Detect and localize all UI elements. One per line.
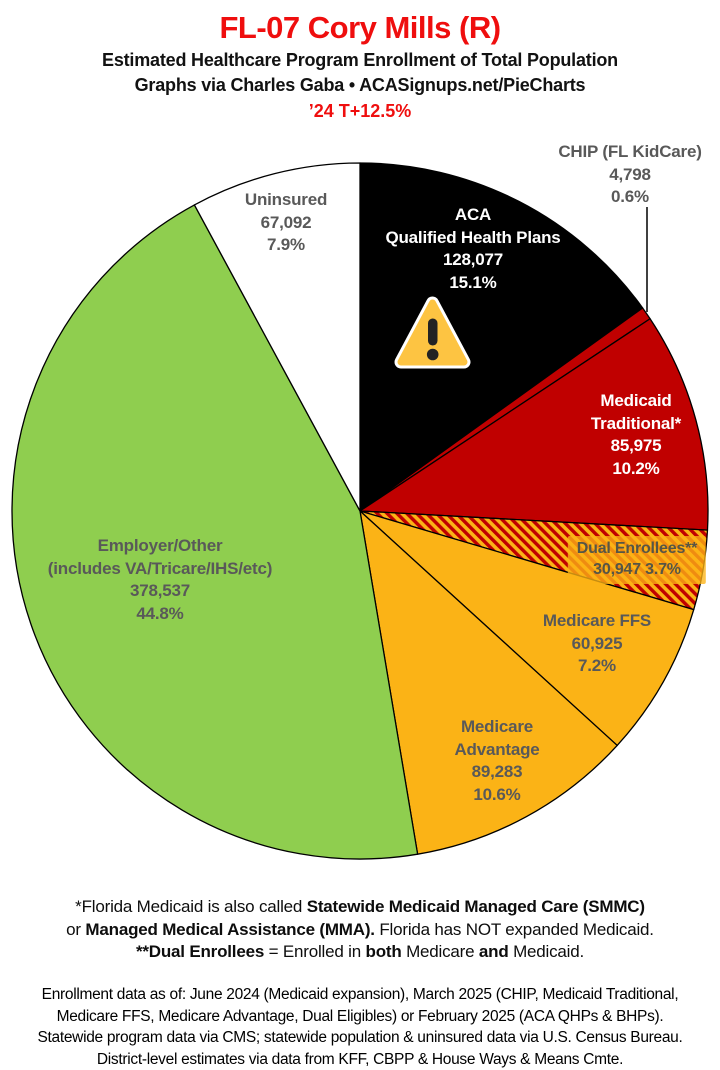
text-line: 4,798: [609, 164, 651, 184]
text-line: 30,947 3.7%: [593, 560, 681, 578]
text-line: Employer/Other: [97, 536, 223, 555]
text-line: 128,077: [442, 250, 504, 269]
label-medicare-advantage: Medicare Advantage 89,283 10.6%: [454, 716, 539, 806]
text-line: ACA: [454, 205, 492, 224]
text-segment: Managed Medical Assistance (MMA).: [85, 919, 375, 939]
footnotes: *Florida Medicaid is also called Statewi…: [0, 896, 720, 964]
text-line: 7.2%: [578, 656, 616, 675]
label-chip: CHIP (FL KidCare) 4,798 0.6%: [558, 141, 702, 209]
label-aca: ACA Qualified Health Plans 128,077 15.1%: [385, 204, 560, 294]
label-medicaid-traditional: Medicaid Traditional* 85,975 10.2%: [591, 390, 681, 480]
text-line: District-level estimates via data from K…: [96, 1050, 624, 1068]
text-line: CHIP (FL KidCare): [558, 142, 702, 161]
label-dual-enrollees: Dual Enrollees** 30,947 3.7%: [567, 536, 707, 584]
chart-subtitle: Estimated Healthcare Program Enrollment …: [102, 50, 618, 70]
text-line: Enrollment data as of: June 2024 (Medica…: [41, 986, 679, 1003]
text-line: Traditional*: [590, 413, 682, 433]
page-title: FL-07 Cory Mills (R): [219, 10, 501, 45]
source-note: Enrollment data as of: June 2024 (Medica…: [0, 984, 720, 1070]
label-employer-other: Employer/Other (includes VA/Tricare/IHS/e…: [47, 535, 273, 625]
text-segment: and: [478, 942, 509, 961]
label-uninsured: Uninsured 67,092 7.9%: [245, 189, 327, 257]
text-line: Dual Enrollees**: [576, 540, 698, 557]
footnote-line: **Dual Enrollees = Enrolled in both Medi…: [0, 941, 720, 964]
pie-slice-ffs: [359, 510, 695, 747]
text-line: Statewide program data via CMS; statewid…: [37, 1029, 683, 1046]
text-line: 378,537: [129, 581, 191, 600]
pie-slice-aca: [359, 162, 644, 512]
pie-slice-uninsured: [193, 162, 361, 512]
text-line: 60,925: [571, 633, 623, 653]
text-segment: Florida has NOT expanded Medicaid.: [374, 919, 654, 939]
text-line: 0.6%: [611, 187, 649, 206]
text-line: Uninsured: [244, 190, 328, 209]
text-line: Medicare FFS: [542, 611, 652, 630]
text-segment: Medicaid.: [508, 942, 585, 961]
text-line: (includes VA/Tricare/IHS/etc): [47, 558, 273, 578]
text-segment: or: [66, 919, 86, 939]
footnote-line: *Florida Medicaid is also called Statewi…: [0, 896, 720, 919]
text-line: 7.9%: [267, 235, 305, 254]
text-line: 15.1%: [449, 272, 497, 292]
text-line: Medicaid: [600, 391, 672, 410]
pie-slices: [11, 162, 709, 860]
text-segment: = Enrolled in: [264, 942, 366, 961]
text-line: 10.2%: [612, 458, 660, 478]
text-segment: both: [365, 942, 402, 961]
text-line: 67,092: [260, 212, 312, 232]
text-line: 85,975: [610, 436, 662, 455]
text-line: Medicare FFS, Medicare Advantage, Dual E…: [56, 1007, 664, 1025]
warning-icon: [394, 293, 471, 374]
text-line: 44.8%: [136, 603, 184, 623]
trend-annotation: ’24 T+12.5%: [308, 101, 412, 121]
pie-slice-employer: [11, 204, 419, 860]
text-segment: *Florida Medicaid is also called: [75, 897, 307, 916]
text-line: Qualified Health Plans: [385, 227, 561, 247]
pie-slice-medicaid: [359, 318, 709, 531]
text-line: 10.6%: [473, 784, 521, 804]
text-segment: Statewide Medicaid Managed Care (SMMC): [306, 897, 645, 916]
pie-slice-madv: [359, 510, 618, 855]
label-medicare-ffs: Medicare FFS 60,925 7.2%: [543, 610, 651, 678]
text-line: Advantage: [454, 739, 540, 759]
text-segment: **Dual Enrollees: [135, 942, 265, 961]
text-line: Medicare: [460, 717, 534, 736]
footnote-line: or Managed Medical Assistance (MMA). Flo…: [0, 919, 720, 942]
chart-attribution: Graphs via Charles Gaba • ACASignups.net…: [134, 75, 586, 95]
text-line: 89,283: [471, 762, 523, 781]
text-segment: Medicare: [401, 942, 479, 961]
